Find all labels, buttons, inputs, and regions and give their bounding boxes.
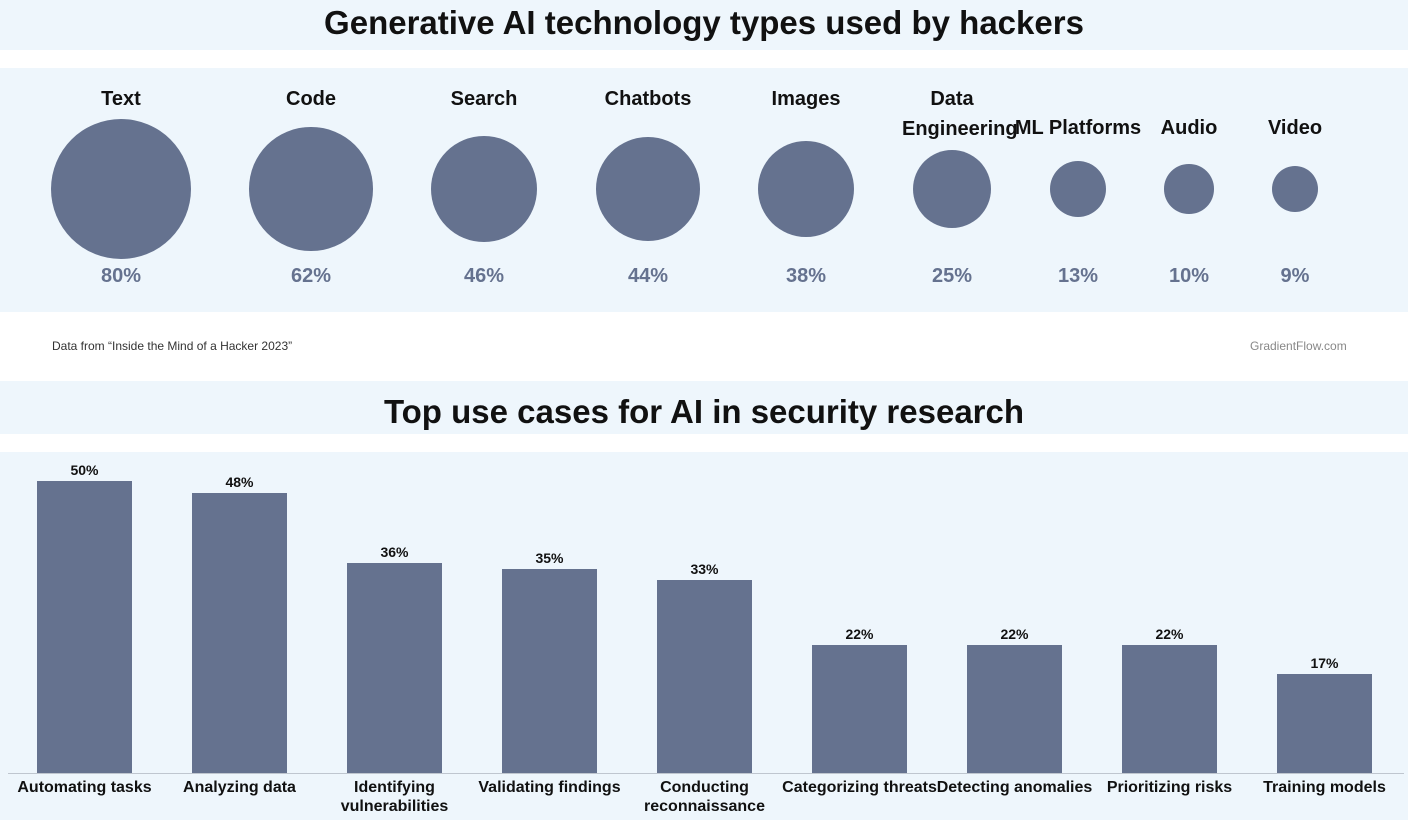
bar-category-label: Detecting anomalies: [936, 779, 1093, 796]
bubble-category-label: Text: [101, 88, 141, 110]
credit-note: GradientFlow.com: [1250, 339, 1347, 353]
bar-category-label: Prioritizing risks: [1106, 779, 1233, 796]
bubble-chatbots: [596, 137, 700, 241]
bubble-category-label: Video: [1267, 117, 1323, 139]
bubble-category-label: Chatbots: [604, 88, 692, 110]
bar-automating-tasks: [37, 481, 132, 773]
bubble-category-label: ML Platforms: [1014, 117, 1142, 139]
bar-prioritizing-risks: [1122, 644, 1217, 773]
bar-analyzing-data: [192, 492, 287, 773]
bar-training-models: [1277, 673, 1372, 773]
bubble-video: [1271, 165, 1319, 213]
bubble-search: [430, 135, 538, 243]
bubble-value-label: 44%: [627, 265, 669, 287]
bubble-category-label: Code: [286, 88, 336, 110]
bar-identifying-vulnerabilities: [347, 562, 442, 773]
bubble-images: [757, 140, 855, 238]
bar-detecting-anomalies: [967, 644, 1062, 773]
bar-value-label: 22%: [1000, 625, 1029, 642]
bar-category-label: Automating tasks: [17, 779, 152, 796]
source-note: Data from “Inside the Mind of a Hacker 2…: [52, 339, 293, 353]
title-band-bottom: [0, 381, 1408, 434]
bubble-data-engineering: [912, 149, 992, 229]
bar-value-label: 22%: [1155, 625, 1184, 642]
bubble-value-label: 80%: [100, 265, 142, 287]
bar-value-label: 17%: [1310, 654, 1339, 671]
title-band-top: [0, 0, 1408, 50]
bar-category-label: Validating findings: [478, 779, 621, 796]
bar-value-label: 33%: [690, 561, 719, 578]
bubble-value-label: 46%: [463, 265, 505, 287]
bar-value-label: 36%: [380, 543, 409, 560]
bar-category-label: Analyzing data: [183, 779, 296, 796]
bar-categorizing-threats: [812, 644, 907, 773]
bubble-ml-platforms: [1049, 160, 1107, 218]
bubble-value-label: 62%: [290, 265, 332, 287]
bar-category-label: Training models: [1263, 779, 1386, 796]
bubble-text: [51, 119, 191, 259]
bar-value-label: 35%: [535, 549, 564, 566]
bubble-value-label: 25%: [931, 265, 973, 287]
bar-value-label: 50%: [70, 462, 99, 478]
bar-axis-baseline: [8, 773, 1404, 774]
bubble-value-label: 13%: [1057, 265, 1099, 287]
bar-category-label: Identifying vulnerabilities: [340, 779, 449, 815]
bubble-value-label: 38%: [785, 265, 827, 287]
bar-value-label: 22%: [845, 625, 874, 642]
chart-title-bubbles: Generative AI technology types used by h…: [324, 4, 1084, 41]
bar-category-label: Categorizing threats: [782, 779, 937, 796]
bubble-value-label: 10%: [1168, 265, 1210, 287]
bubble-value-label: 9%: [1280, 265, 1310, 287]
bar-category-label: Conducting reconnaissance: [644, 779, 765, 815]
bubble-category-label: Images: [771, 88, 841, 110]
bubble-category-label: Search: [450, 88, 518, 110]
bar-validating-findings: [502, 568, 597, 773]
chart-title-bars: Top use cases for AI in security researc…: [383, 393, 1025, 430]
bubble-audio: [1164, 164, 1214, 214]
bubble-category-label: Data Engineering: [902, 88, 1018, 140]
bar-conducting-reconnaissance: [657, 580, 752, 773]
bubble-category-label: Audio: [1160, 117, 1218, 139]
bar-value-label: 48%: [225, 473, 254, 490]
bubble-code: [249, 127, 373, 251]
